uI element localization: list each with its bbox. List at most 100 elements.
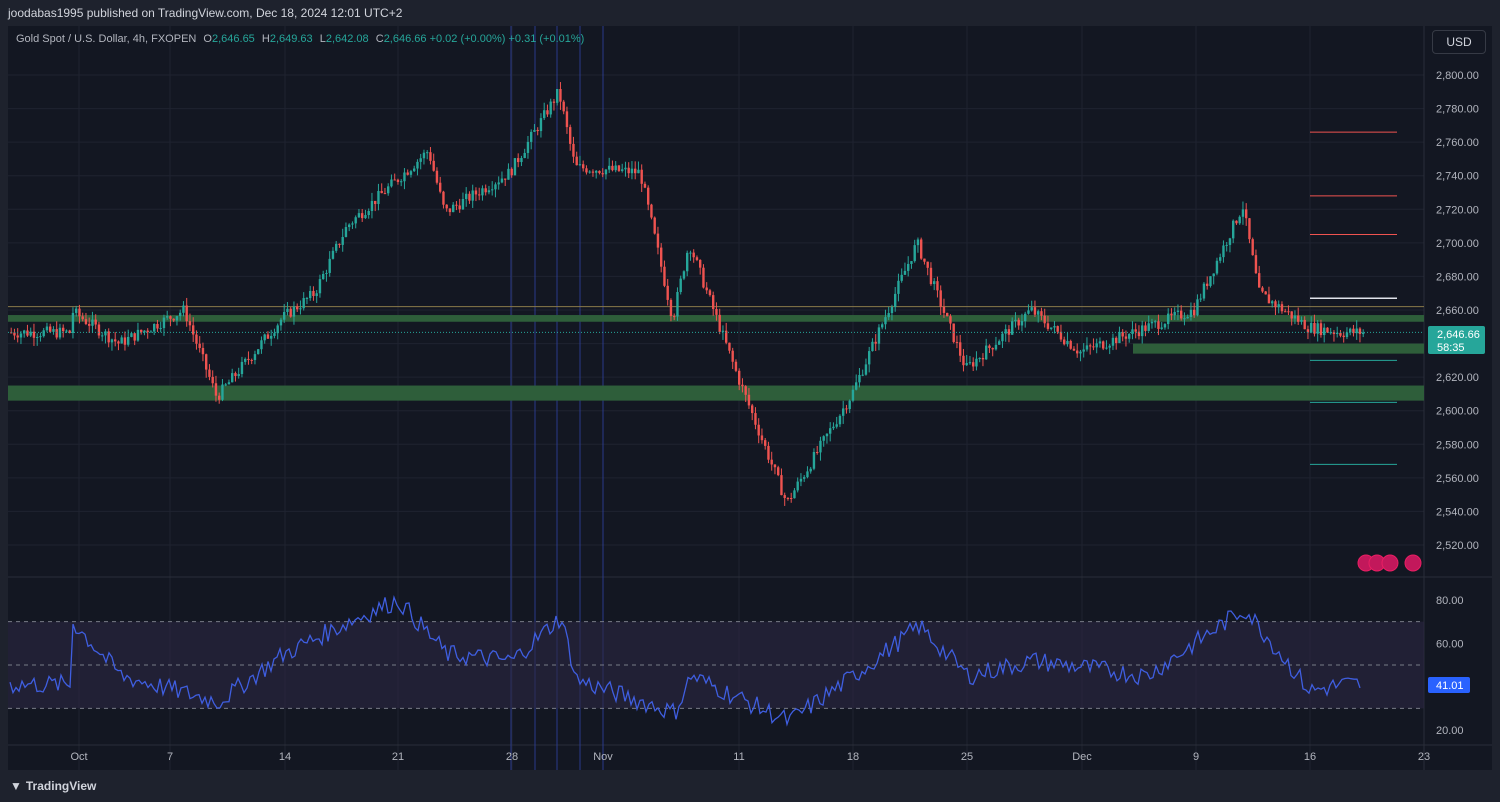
candle-body [1040,311,1043,316]
candle-body [481,188,484,196]
time-tick: 25 [961,751,973,763]
candle-body [838,415,842,425]
candle-body [435,170,439,183]
price-tick: 2,760.00 [1436,137,1479,149]
candle-body [530,131,533,142]
time-axis[interactable]: Oct 7 14 21 28 Nov 11 18 25 Dec 9 16 23 [70,751,1430,763]
candle-body [439,182,442,192]
candle-body [549,101,552,115]
candle-body [819,440,822,453]
candle-body [1306,329,1310,333]
candle-body [84,319,88,324]
candle-body [991,347,994,350]
candle-body [1271,301,1274,304]
candle-body [305,298,309,300]
candle-body [539,118,543,132]
candle-body [734,361,738,371]
candle-body [1017,319,1020,326]
price-tick: 2,780.00 [1436,104,1479,116]
candle-body [179,312,182,317]
candle-body [1345,332,1349,338]
candle-body [916,239,920,246]
candle-body [942,306,946,313]
candle-body [1352,328,1355,334]
rsi-axis[interactable]: 80.00 60.00 20.00 [1436,595,1464,737]
candle-body [884,317,887,325]
candle-body [491,189,494,191]
candle-body [149,331,153,333]
candle-body [1150,321,1154,324]
candle-body [845,408,848,410]
candle-body [712,295,715,309]
candle-body [175,316,179,321]
candle-body [1167,313,1170,325]
price-axis[interactable]: 2,800.00 2,780.00 2,760.00 2,740.00 2,720.00… [1436,70,1479,552]
candle-body [1313,322,1316,334]
candle-body [1212,273,1215,277]
candle-body [903,270,907,275]
candle-body [936,281,939,291]
candle-body [643,183,647,188]
candle-body [946,312,949,317]
candle-body [796,481,799,491]
time-tick: Dec [1072,751,1092,763]
candle-body [1131,329,1134,335]
candle-body [101,335,104,337]
candle-body [1024,313,1027,322]
currency-button[interactable]: USD [1432,30,1486,54]
candle-body [829,428,832,434]
tradingview-logo[interactable]: ▼ TradingView [10,779,96,793]
candle-body [780,475,783,496]
candle-body [858,374,861,383]
candle-body [276,325,279,334]
time-tick: 28 [506,751,518,763]
candle-body [367,211,370,216]
candle-body [604,169,608,175]
candle-body [211,376,214,384]
candle-body [97,324,101,336]
candle-body [520,157,523,163]
economic-event-icons[interactable] [1357,554,1422,572]
candle-body [296,306,299,310]
candle-body [624,167,627,170]
candle-body [237,374,240,377]
candle-body [140,329,143,333]
candle-body [1258,273,1261,288]
candle-body [39,336,42,338]
candle-body [244,358,247,362]
candle-body [318,279,322,294]
candle-body [692,252,695,258]
candle-body [1115,337,1118,344]
candle-body [52,329,55,332]
candle-body [65,330,68,332]
candle-body [822,436,825,441]
symbol-legend[interactable]: Gold Spot / U.S. Dollar, 4h, FXOPEN O2,6… [16,33,585,45]
candle-body [887,313,890,318]
candle-body [559,88,562,102]
candle-body [471,190,474,201]
candle-body [933,281,936,285]
candle-body [445,204,448,209]
candle-body [455,204,458,206]
candle-body [214,383,218,396]
candle-body [143,330,146,333]
candle-body [666,285,669,300]
candle-body [556,88,559,103]
candle-body [546,110,549,115]
candle-body [1059,331,1063,340]
time-tick: 7 [167,751,173,763]
candle-body [1007,329,1011,335]
candle-body [341,236,344,245]
tradingview-brand: TradingView [25,779,97,793]
candle-body [1193,309,1196,316]
candle-body [487,190,491,193]
candle-body [910,261,913,264]
candle-body [497,182,500,185]
candle-body [374,200,377,205]
candle-body [744,386,747,395]
candle-body [1261,287,1264,292]
candle-body [426,152,429,154]
candle-body [595,170,598,173]
candle-body [253,354,257,361]
